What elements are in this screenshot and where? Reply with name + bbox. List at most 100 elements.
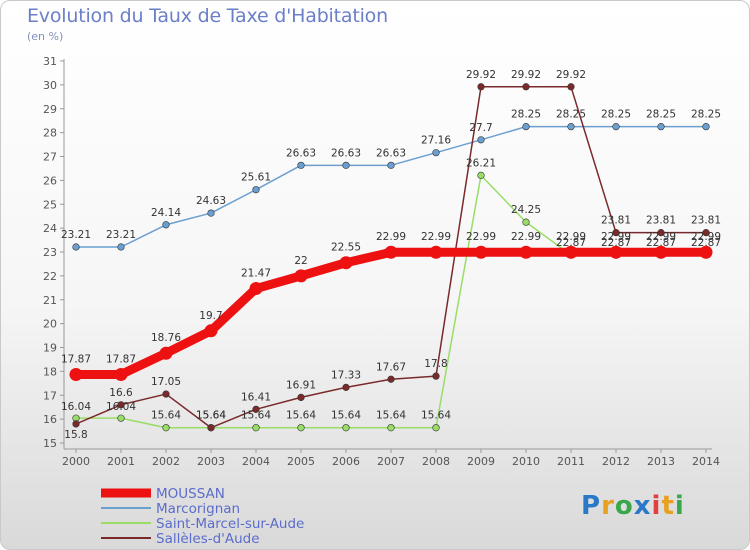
data-label: 22.55 bbox=[331, 242, 361, 254]
x-tick-label: 2012 bbox=[602, 455, 630, 468]
data-point bbox=[297, 424, 305, 432]
data-label: 15.64 bbox=[151, 410, 181, 422]
data-point bbox=[522, 123, 530, 131]
data-label: 19.7 bbox=[199, 310, 222, 322]
data-label: 27.7 bbox=[469, 122, 492, 134]
data-point bbox=[609, 245, 623, 259]
y-tick-label: 22 bbox=[43, 270, 57, 283]
data-point bbox=[342, 424, 350, 432]
data-label: 22.99 bbox=[511, 231, 541, 243]
data-label: 22.87 bbox=[646, 237, 676, 249]
y-tick-label: 20 bbox=[43, 318, 57, 331]
data-point bbox=[564, 245, 578, 259]
data-point bbox=[387, 375, 395, 383]
data-point bbox=[297, 161, 305, 169]
x-tick-label: 2004 bbox=[242, 455, 270, 468]
data-label: 22.99 bbox=[376, 231, 406, 243]
data-point bbox=[342, 383, 350, 391]
data-label: 15.64 bbox=[241, 410, 271, 422]
data-label: 17.05 bbox=[151, 376, 181, 388]
data-label: 29.92 bbox=[556, 69, 586, 81]
y-tick-label: 29 bbox=[43, 103, 57, 116]
y-tick-label: 17 bbox=[43, 389, 57, 402]
data-point bbox=[159, 346, 173, 360]
data-point bbox=[477, 136, 485, 144]
data-point bbox=[432, 149, 440, 157]
data-point bbox=[387, 424, 395, 432]
data-point bbox=[477, 171, 485, 179]
data-label: 28.25 bbox=[511, 109, 541, 121]
data-point bbox=[522, 83, 530, 91]
data-label: 23.21 bbox=[106, 229, 136, 241]
data-label: 15.64 bbox=[376, 410, 406, 422]
data-point bbox=[252, 424, 260, 432]
data-label: 16.41 bbox=[241, 391, 271, 403]
y-tick-label: 26 bbox=[43, 174, 57, 187]
data-point bbox=[162, 390, 170, 398]
data-label: 22.99 bbox=[556, 231, 586, 243]
data-point bbox=[204, 324, 218, 338]
data-point bbox=[702, 229, 710, 237]
data-point bbox=[249, 282, 263, 296]
data-point bbox=[69, 367, 83, 381]
data-point bbox=[429, 245, 443, 259]
data-label: 23.21 bbox=[61, 229, 91, 241]
x-tick-label: 2009 bbox=[467, 455, 495, 468]
data-label: 22 bbox=[294, 255, 307, 267]
data-label: 16.04 bbox=[61, 401, 91, 413]
y-tick-label: 25 bbox=[43, 198, 57, 211]
chart-title: Evolution du Taux de Taxe d'Habitation bbox=[27, 5, 388, 27]
data-point bbox=[72, 420, 80, 428]
data-label: 16.91 bbox=[286, 379, 316, 391]
data-label: 17.67 bbox=[376, 361, 406, 373]
data-label: 28.25 bbox=[601, 109, 631, 121]
data-label: 23.81 bbox=[691, 215, 721, 227]
data-label: 22.99 bbox=[421, 231, 451, 243]
data-point bbox=[294, 269, 308, 283]
y-tick-label: 31 bbox=[43, 55, 57, 68]
data-label: 15.64 bbox=[286, 410, 316, 422]
x-tick-label: 2014 bbox=[692, 455, 720, 468]
x-tick-label: 2013 bbox=[647, 455, 675, 468]
x-tick-label: 2001 bbox=[107, 455, 135, 468]
legend-label: Saint-Marcel-sur-Aude bbox=[156, 516, 304, 532]
data-label: 15.64 bbox=[331, 410, 361, 422]
data-point bbox=[72, 243, 80, 251]
x-tick-label: 2002 bbox=[152, 455, 180, 468]
data-point bbox=[657, 229, 665, 237]
data-point bbox=[387, 161, 395, 169]
chart-subtitle: (en %) bbox=[27, 30, 64, 43]
data-point bbox=[432, 372, 440, 380]
y-tick-label: 16 bbox=[43, 413, 57, 426]
y-tick-label: 21 bbox=[43, 294, 57, 307]
x-tick-label: 2000 bbox=[62, 455, 90, 468]
data-label: 16.6 bbox=[109, 387, 133, 399]
data-label: 28.25 bbox=[646, 109, 676, 121]
data-point bbox=[117, 401, 125, 409]
y-tick-label: 19 bbox=[43, 342, 57, 355]
data-point bbox=[297, 393, 305, 401]
data-label: 22.99 bbox=[466, 231, 496, 243]
data-label: 15.64 bbox=[421, 410, 451, 422]
data-label: 15.64 bbox=[196, 410, 226, 422]
data-label: 24.63 bbox=[196, 195, 226, 207]
data-point bbox=[612, 123, 620, 131]
data-point bbox=[474, 245, 488, 259]
legend-label: MOUSSAN bbox=[156, 486, 225, 502]
data-label: 17.87 bbox=[106, 353, 136, 365]
data-point bbox=[519, 245, 533, 259]
x-tick-label: 2010 bbox=[512, 455, 540, 468]
y-tick-label: 24 bbox=[43, 222, 57, 235]
data-point bbox=[162, 221, 170, 229]
data-label: 25.61 bbox=[241, 172, 271, 184]
data-label: 15.64 bbox=[196, 410, 226, 422]
series-line-marcorignan bbox=[75, 125, 707, 248]
y-tick-label: 18 bbox=[43, 365, 57, 378]
data-point bbox=[207, 209, 215, 217]
data-label: 16.04 bbox=[106, 401, 136, 413]
proxiti-logo: Proxiti bbox=[581, 491, 685, 521]
data-label: 22.99 bbox=[646, 231, 676, 243]
legend-label: Sallèles-d'Aude bbox=[156, 531, 260, 547]
y-tick-label: 28 bbox=[43, 127, 57, 140]
